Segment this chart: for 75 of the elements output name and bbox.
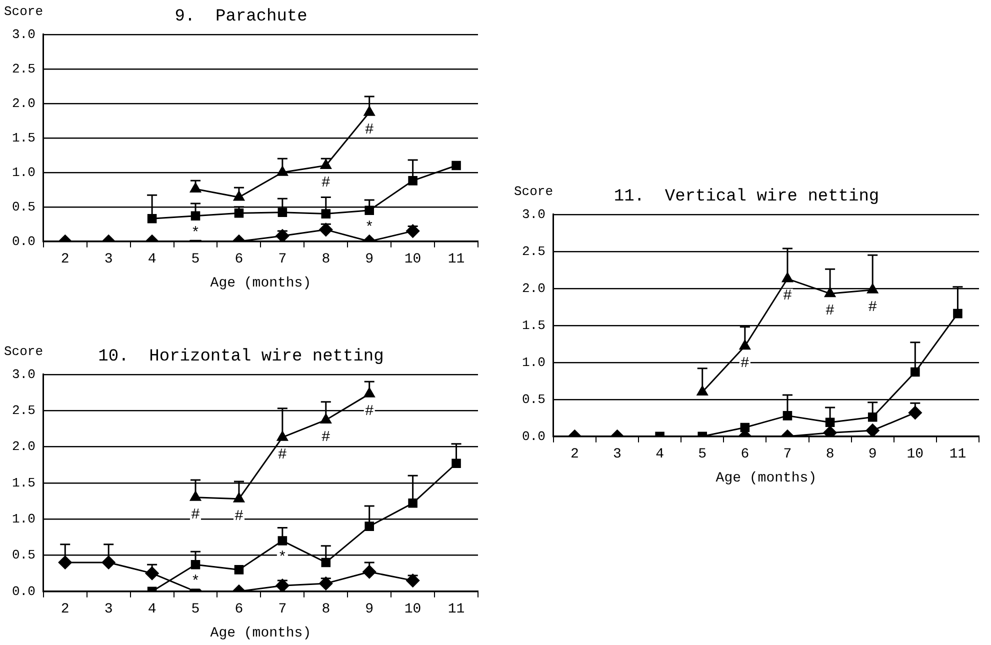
chart-title: 11. Vertical wire netting xyxy=(614,188,880,207)
x-axis-title: Age (months) xyxy=(210,625,312,642)
x-tick-label: 2 xyxy=(60,602,70,618)
annotation: # xyxy=(364,402,374,420)
x-tick-label: 10 xyxy=(404,252,422,268)
y-axis-title: Score xyxy=(514,184,554,199)
x-tick-label: 11 xyxy=(448,252,465,268)
x-tick-label: 2 xyxy=(60,252,70,268)
x-tick-label: 3 xyxy=(613,446,622,463)
x-axis-title: Age (months) xyxy=(716,470,817,486)
annotation: # xyxy=(364,121,374,138)
x-tick-label: 10 xyxy=(404,602,422,618)
x-tick-label: 4 xyxy=(148,602,156,618)
annotation: * xyxy=(191,224,200,242)
y-tick-label: 1.0 xyxy=(522,354,546,370)
x-tick-label: 6 xyxy=(740,446,750,463)
annotation: # xyxy=(321,428,330,446)
y-tick-label: 1.0 xyxy=(12,164,36,180)
y-tick-label: 0.0 xyxy=(522,428,546,444)
x-axis-title: Age (months) xyxy=(210,275,312,292)
annotation: * xyxy=(191,574,200,591)
y-tick-label: 2.5 xyxy=(12,403,36,418)
y-tick-label: 2.5 xyxy=(12,61,36,76)
annotation: * xyxy=(278,550,287,567)
x-tick-label: 6 xyxy=(234,602,244,618)
x-tick-label: 9 xyxy=(365,602,374,618)
y-tick-label: 1.5 xyxy=(522,318,546,333)
x-tick-label: 4 xyxy=(148,252,156,268)
x-tick-label: 7 xyxy=(783,446,792,463)
y-tick-label: 3.0 xyxy=(12,366,36,382)
chart-title: 10. Horizontal wire netting xyxy=(98,348,384,367)
x-tick-label: 5 xyxy=(191,252,200,268)
x-tick-label: 2 xyxy=(570,446,579,463)
y-tick-label: 1.5 xyxy=(12,475,36,490)
y-tick-label: 1.5 xyxy=(12,130,36,146)
y-tick-label: 2.5 xyxy=(522,244,546,259)
x-tick-label: 5 xyxy=(698,446,707,463)
annotation: # xyxy=(278,446,287,464)
annotation: # xyxy=(321,174,330,192)
x-tick-label: 7 xyxy=(278,602,287,618)
y-tick-label: 3.0 xyxy=(12,26,36,42)
x-tick-label: 5 xyxy=(191,602,200,618)
x-tick-label: 8 xyxy=(826,446,834,463)
annotation: # xyxy=(740,355,750,372)
annotation: # xyxy=(191,506,200,524)
x-tick-label: 11 xyxy=(949,446,966,463)
x-tick-label: 6 xyxy=(234,252,244,268)
x-tick-label: 11 xyxy=(448,602,465,618)
x-tick-label: 3 xyxy=(104,252,113,268)
annotation: # xyxy=(782,288,792,305)
y-tick-label: 3.0 xyxy=(522,206,546,222)
annotation: # xyxy=(234,508,244,525)
x-tick-label: 8 xyxy=(322,252,330,268)
y-tick-label: 0.5 xyxy=(12,548,36,563)
y-tick-label: 0.0 xyxy=(12,234,36,249)
x-tick-label: 9 xyxy=(868,446,877,463)
y-tick-label: 2.0 xyxy=(12,439,36,454)
y-tick-label: 0.5 xyxy=(522,392,546,407)
y-tick-label: 2.0 xyxy=(12,96,36,111)
annotation: * xyxy=(364,219,374,236)
y-axis-title: Score xyxy=(4,344,44,359)
x-tick-label: 10 xyxy=(906,446,924,463)
chart-title: 9. Parachute xyxy=(174,8,308,27)
x-tick-label: 4 xyxy=(656,446,664,463)
y-tick-label: 1.0 xyxy=(12,512,36,527)
x-tick-label: 3 xyxy=(104,602,113,618)
annotation: # xyxy=(826,302,835,320)
annotation: # xyxy=(868,298,878,316)
y-tick-label: 2.0 xyxy=(522,280,546,296)
x-tick-label: 9 xyxy=(365,252,374,268)
x-tick-label: 8 xyxy=(322,602,330,618)
y-tick-label: 0.0 xyxy=(12,584,36,599)
x-tick-label: 7 xyxy=(278,252,287,268)
y-axis-title: Score xyxy=(4,4,44,19)
y-tick-label: 0.5 xyxy=(12,199,36,214)
